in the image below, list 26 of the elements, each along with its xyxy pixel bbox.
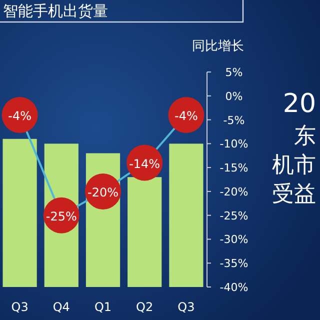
x-tick-label: Q3 (178, 300, 195, 314)
y2-tick-label: -15% (220, 162, 248, 175)
y2-tick-label: -20% (220, 185, 248, 198)
y2-tick-label: -25% (220, 209, 248, 222)
x-tick-label: Q3 (11, 300, 28, 314)
y2-axis-title: 同比增长 (192, 39, 244, 54)
y2-tick-label: 0% (225, 90, 243, 103)
data-label: -20% (87, 185, 119, 200)
text: 东 (294, 124, 316, 149)
y2-tick-label: 5% (225, 66, 243, 79)
text: 机市 (272, 153, 316, 178)
y2-tick-label: -30% (220, 233, 248, 246)
y2-tick-label: -10% (220, 138, 248, 151)
y2-tick-label: -35% (220, 257, 248, 270)
y2-tick-label: -5% (223, 114, 245, 127)
data-label: -25% (46, 209, 77, 224)
data-label: -4% (8, 109, 32, 123)
text: 受益 (272, 182, 316, 207)
x-tick-label: Q1 (94, 300, 112, 314)
text: 20 (282, 89, 316, 119)
chart-title: 智能手机出货量 (3, 2, 108, 20)
y2-tick-label: -40% (220, 281, 248, 294)
x-tick-label: Q2 (136, 300, 154, 314)
data-label: -4% (174, 109, 198, 123)
x-tick-label: Q4 (52, 300, 70, 314)
data-label: -14% (129, 156, 160, 171)
